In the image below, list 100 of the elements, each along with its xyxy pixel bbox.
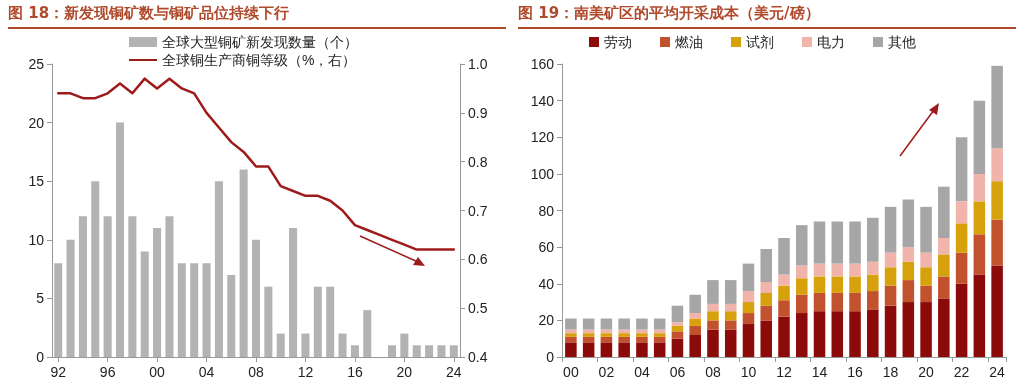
bar — [831, 292, 844, 312]
bar — [795, 265, 808, 279]
bar — [831, 221, 844, 264]
bar — [671, 338, 684, 357]
y-tick-label: 80 — [538, 202, 555, 219]
bar — [251, 239, 261, 357]
bar — [239, 169, 248, 357]
bar — [920, 252, 932, 268]
y-tick-label: 20 — [28, 114, 45, 131]
bar — [618, 336, 630, 343]
bar — [991, 219, 1003, 266]
bar — [363, 310, 372, 357]
y2-tick-label: 0.4 — [468, 349, 488, 365]
bar — [724, 311, 737, 321]
bar — [618, 318, 630, 330]
bar — [902, 302, 915, 357]
x-tick-label: 24 — [446, 364, 462, 380]
bar — [707, 303, 719, 312]
bar — [973, 173, 986, 202]
y-tick-label: 10 — [28, 231, 45, 248]
line-series — [56, 77, 456, 251]
y-tick-label: 120 — [530, 129, 555, 146]
x-tick-label: 08 — [248, 364, 264, 380]
bar — [653, 333, 666, 337]
bar — [671, 331, 684, 339]
bar — [276, 333, 285, 357]
x-tick-label: 18 — [882, 364, 899, 380]
y-tick-label: 20 — [538, 312, 555, 329]
bar — [849, 276, 861, 293]
bar — [795, 225, 808, 266]
bar — [778, 300, 790, 317]
bar — [973, 274, 986, 357]
bar — [795, 294, 808, 314]
bar — [955, 137, 968, 202]
bar — [955, 283, 968, 357]
bar — [140, 251, 149, 357]
bar — [938, 254, 950, 277]
x-tick-label: 16 — [847, 364, 864, 380]
bar — [973, 201, 986, 235]
bar — [991, 181, 1003, 220]
x-tick-label: 12 — [297, 364, 314, 380]
legend-label: 燃油 — [675, 34, 703, 50]
bar — [66, 239, 75, 357]
bar — [938, 237, 950, 255]
bar — [689, 335, 701, 357]
bar — [742, 313, 755, 325]
bar — [54, 263, 63, 357]
bar — [618, 342, 630, 357]
bar — [425, 345, 434, 357]
bar — [867, 309, 879, 357]
bar — [91, 181, 100, 357]
y2-tick-label: 1.0 — [468, 56, 488, 72]
bar — [813, 292, 826, 312]
x-tick-label: 20 — [396, 364, 413, 380]
bar — [78, 216, 87, 357]
bar — [760, 292, 773, 306]
bar — [742, 263, 755, 292]
bar — [264, 286, 273, 357]
bar — [671, 305, 684, 323]
bar — [920, 206, 932, 253]
y2-tick-label: 0.6 — [468, 251, 488, 268]
bar — [955, 223, 968, 253]
y2-tick-label: 0.9 — [468, 104, 488, 121]
bar — [813, 311, 826, 357]
y-tick-label: 0 — [546, 349, 555, 365]
bar — [724, 280, 737, 304]
bar — [565, 318, 577, 330]
bar — [689, 318, 701, 326]
bar — [902, 280, 915, 303]
bar — [707, 320, 719, 330]
bar — [350, 345, 359, 357]
bar — [849, 263, 861, 277]
x-tick-label: 24 — [989, 364, 1006, 380]
bar — [565, 342, 577, 357]
bar — [636, 333, 648, 337]
x-tick-label: 96 — [99, 364, 116, 380]
bar — [813, 276, 826, 293]
bar — [884, 267, 897, 286]
x-tick-label: 04 — [634, 364, 650, 380]
bar — [582, 318, 595, 330]
bar — [565, 333, 577, 337]
bar — [831, 311, 844, 357]
bar — [920, 302, 932, 357]
bar — [313, 286, 322, 357]
bar — [582, 333, 595, 337]
bar — [165, 216, 174, 357]
bar — [400, 333, 409, 357]
bar — [202, 263, 211, 357]
bar — [778, 285, 790, 301]
y-tick-label: 100 — [530, 165, 555, 182]
bar — [884, 285, 897, 306]
x-tick-label: 06 — [669, 364, 686, 380]
bar — [867, 217, 879, 262]
bar — [636, 336, 648, 343]
bar — [600, 333, 613, 337]
bar — [920, 267, 932, 286]
legend-label: 试剂 — [746, 34, 774, 50]
bar — [618, 333, 630, 337]
y-tick-label: 60 — [538, 239, 555, 256]
y-tick-label: 140 — [530, 92, 555, 109]
